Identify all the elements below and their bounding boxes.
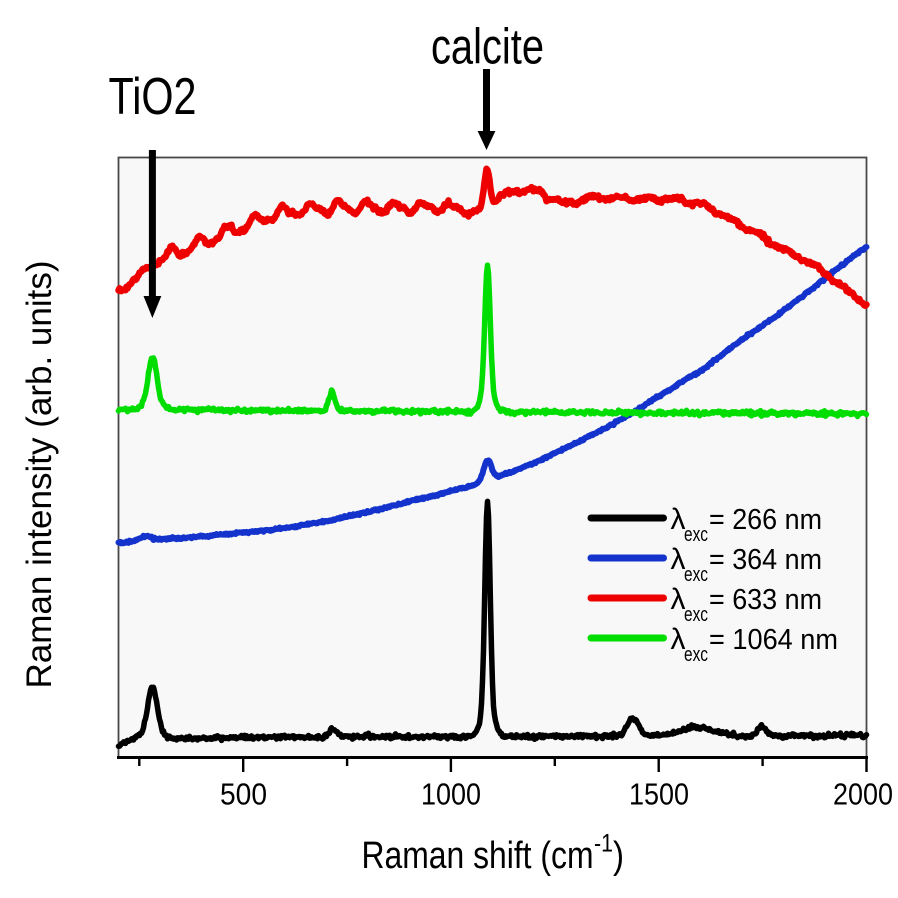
svg-text:λ: λ bbox=[671, 623, 686, 656]
svg-text:exc: exc bbox=[684, 523, 708, 546]
svg-text:Raman shift (cm: Raman shift (cm bbox=[362, 835, 594, 877]
svg-text:1500: 1500 bbox=[629, 777, 689, 812]
svg-text:= 364 nm: = 364 nm bbox=[709, 544, 822, 576]
svg-text:= 1064 nm: = 1064 nm bbox=[709, 624, 838, 656]
svg-text:λ: λ bbox=[671, 543, 686, 576]
svg-text:Raman intensity (arb. units): Raman intensity (arb. units) bbox=[20, 261, 59, 689]
svg-text:λ: λ bbox=[671, 503, 686, 536]
svg-text:): ) bbox=[613, 835, 624, 877]
svg-text:λ: λ bbox=[671, 583, 686, 616]
svg-text:exc: exc bbox=[684, 603, 708, 626]
svg-text:exc: exc bbox=[684, 643, 708, 666]
svg-text:= 266 nm: = 266 nm bbox=[709, 504, 822, 536]
svg-text:TiO2: TiO2 bbox=[109, 68, 197, 126]
svg-text:500: 500 bbox=[220, 777, 267, 812]
svg-text:2000: 2000 bbox=[833, 777, 893, 812]
svg-text:1000: 1000 bbox=[421, 777, 481, 812]
svg-text:= 633 nm: = 633 nm bbox=[709, 584, 822, 616]
svg-text:-1: -1 bbox=[594, 830, 613, 858]
svg-text:calcite: calcite bbox=[431, 19, 544, 75]
svg-text:exc: exc bbox=[684, 563, 708, 586]
